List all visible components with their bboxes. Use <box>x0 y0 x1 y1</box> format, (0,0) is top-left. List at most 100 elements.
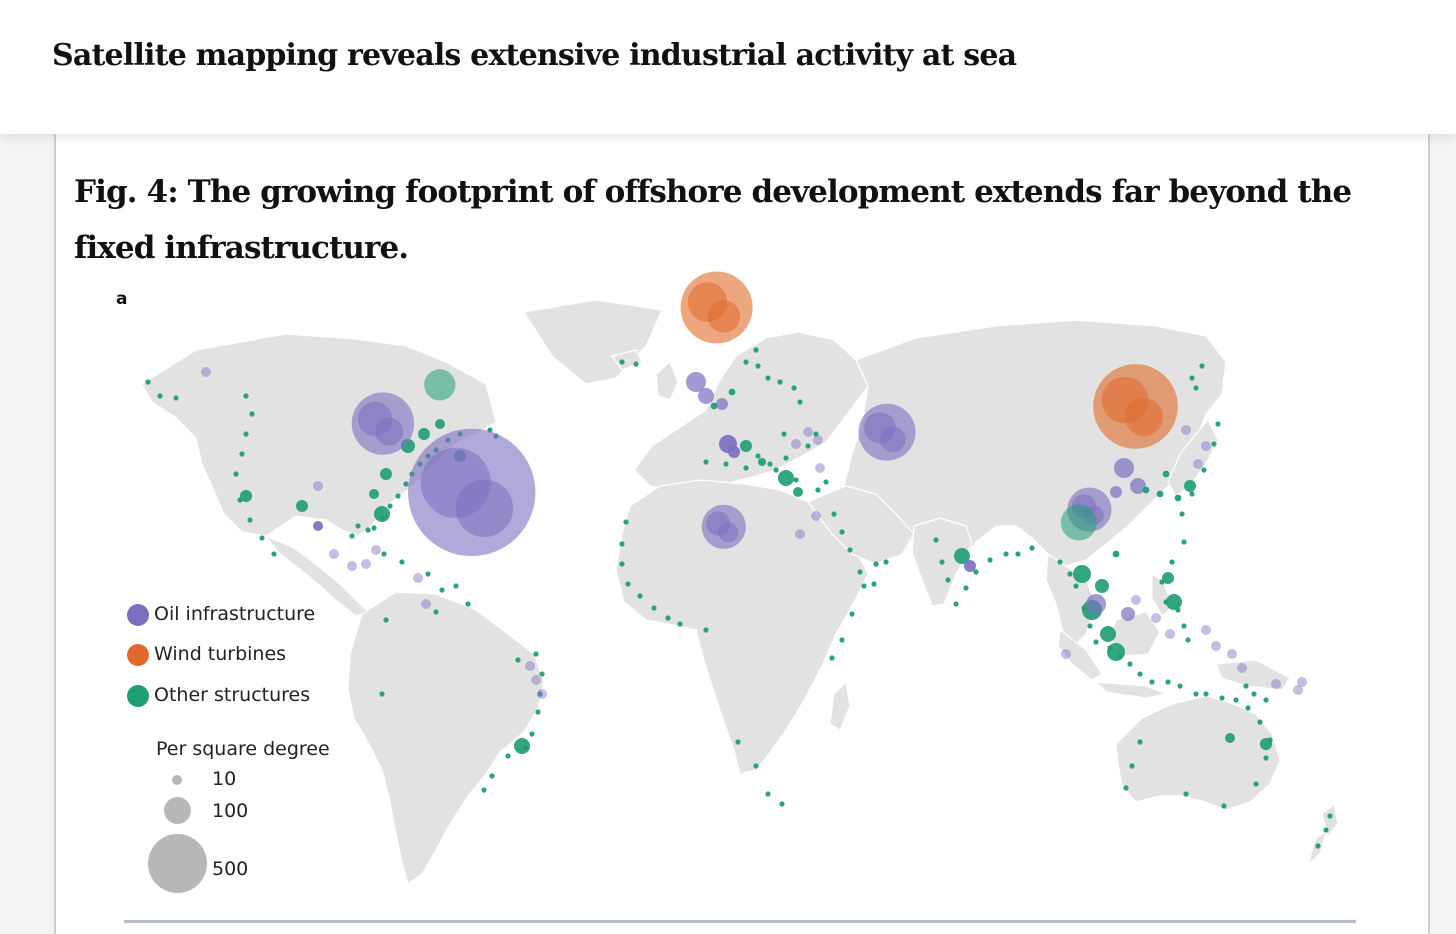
wind-swatch-icon <box>127 644 149 666</box>
other-cluster-point <box>369 489 379 499</box>
other-coast-point <box>533 651 539 657</box>
oil-inner-point <box>698 388 714 404</box>
other-coast-point <box>755 363 761 369</box>
other-coast-point <box>1029 545 1035 551</box>
other-coast-point <box>439 587 445 593</box>
oil-cluster-point <box>313 521 323 531</box>
other-coast-point <box>1233 697 1239 703</box>
oil-scatter-point <box>1061 649 1071 659</box>
other-cluster-point <box>1166 594 1182 610</box>
other-cluster-point <box>374 506 390 522</box>
other-coast-point <box>815 487 821 493</box>
land-south-america <box>347 591 545 885</box>
size-label-500: 500 <box>212 858 249 880</box>
southeast-asia-hotspot <box>1060 504 1097 541</box>
land-new-zealand <box>1307 803 1339 865</box>
other-coast-point <box>1219 695 1225 701</box>
other-inner-point <box>1142 486 1150 494</box>
east-china-sea-core <box>1125 398 1163 436</box>
other-coast-point <box>873 561 879 567</box>
other-cluster-point <box>1162 572 1174 584</box>
panel-label: a <box>116 289 128 309</box>
other-coast-point <box>871 581 877 587</box>
other-cluster-point <box>758 458 766 466</box>
other-coast-point <box>633 361 639 367</box>
land-europe <box>633 331 869 491</box>
other-coast-point <box>839 529 845 535</box>
other-coast-point <box>243 393 249 399</box>
oil-scatter-point <box>421 599 431 609</box>
other-coast-point <box>157 393 163 399</box>
oil-scatter-point <box>347 561 357 571</box>
other-coast-point <box>371 525 377 531</box>
other-coast-point <box>1177 683 1183 689</box>
other-coast-point <box>1137 739 1143 745</box>
other-coast-point <box>259 535 265 541</box>
other-coast-point <box>1003 551 1009 557</box>
legend-label-oil: Oil infrastructure <box>154 603 316 625</box>
other-coast-point <box>1123 785 1129 791</box>
legend-label-other: Other structures <box>154 684 311 706</box>
oil-inner-point <box>1130 478 1146 494</box>
oil-scatter-point <box>1201 625 1211 635</box>
oil-scatter-point <box>537 689 547 699</box>
other-coast-point <box>243 431 249 437</box>
oil-scatter-point <box>813 435 823 445</box>
structure-points <box>145 271 1333 849</box>
other-cluster-point <box>1100 626 1116 642</box>
other-coast-point <box>791 385 797 391</box>
size-circle-500 <box>148 834 207 893</box>
oil-scatter-point <box>1227 649 1237 659</box>
size-label-10: 10 <box>212 768 237 790</box>
land-japan <box>1167 419 1219 497</box>
other-swatch-icon <box>127 685 149 707</box>
other-coast-point <box>637 593 643 599</box>
other-coast-point <box>515 657 521 663</box>
other-coast-point <box>1057 559 1063 565</box>
oil-scatter-point <box>413 573 423 583</box>
other-coast-point <box>857 569 863 575</box>
other-coast-point <box>1323 827 1329 833</box>
other-coast-point <box>703 459 709 465</box>
other-coast-point <box>433 609 439 615</box>
other-coast-point <box>379 691 385 697</box>
other-coast-point <box>1179 511 1185 517</box>
other-coast-point <box>233 471 239 477</box>
other-coast-point <box>1093 639 1099 645</box>
other-coast-point <box>539 671 545 677</box>
oil-scatter-point <box>1181 425 1191 435</box>
other-coast-point <box>753 347 759 353</box>
other-coast-point <box>453 583 459 589</box>
other-cluster-point <box>1184 480 1196 492</box>
persian-gulf-core <box>880 426 906 453</box>
other-cluster-point <box>380 468 392 480</box>
other-coast-point <box>619 359 625 365</box>
other-coast-point <box>973 569 979 575</box>
other-coast-point <box>1211 441 1217 447</box>
other-coast-point <box>535 709 541 715</box>
other-coast-point <box>823 479 829 485</box>
other-coast-point <box>767 461 773 467</box>
other-coast-point <box>781 431 787 437</box>
size-legend-title: Per square degree <box>156 738 330 760</box>
land-arabia <box>807 485 915 565</box>
other-coast-point <box>1263 697 1269 703</box>
other-cluster-point <box>954 548 970 564</box>
other-coast-point <box>723 461 729 467</box>
oil-scatter-point <box>1297 677 1307 687</box>
other-coast-point <box>779 801 785 807</box>
other-coast-point <box>755 453 761 459</box>
oil-scatter-point <box>1165 629 1175 639</box>
size-circle-10 <box>172 775 182 785</box>
other-coast-point <box>765 791 771 797</box>
other-coast-point <box>793 477 799 483</box>
oil-scatter-point <box>795 529 805 539</box>
other-coast-point <box>1137 671 1143 677</box>
other-coast-point <box>1193 385 1199 391</box>
oil-scatter-point <box>803 427 813 437</box>
oil-scatter-point <box>811 511 821 521</box>
other-coast-point <box>271 551 277 557</box>
other-cluster-point <box>740 440 752 452</box>
other-coast-point <box>1181 539 1187 545</box>
other-coast-point <box>399 559 405 565</box>
